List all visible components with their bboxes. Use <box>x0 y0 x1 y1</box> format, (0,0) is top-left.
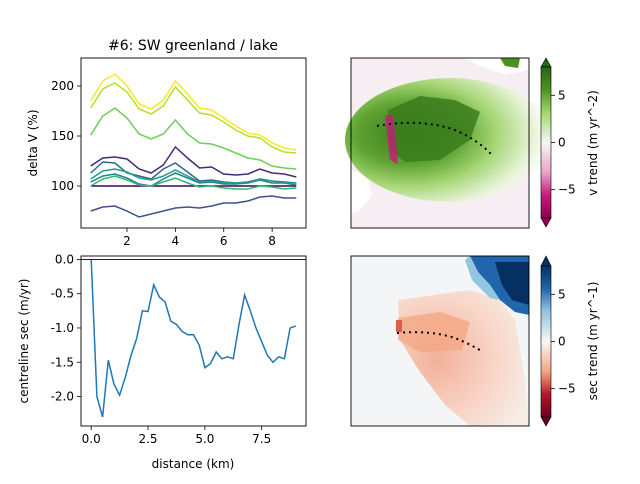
delta-v-series <box>90 73 297 218</box>
map-velocity-trend <box>345 57 555 229</box>
colorbar-sec-label: sec trend (m yr^-1) <box>586 282 600 401</box>
delta-v-xtick-label: 2 <box>123 234 131 248</box>
map-sec-frame <box>350 255 530 427</box>
colorbar-tick-label: 0 <box>558 136 566 150</box>
panel-centreline-sec: 0.0 2.5 5.0 7.5 0.0 -0.5 -1.0 -1.5 -2.0 distanc… <box>17 252 307 471</box>
delta-v-line-2 <box>90 145 297 178</box>
map-v-top-right-green <box>500 58 520 68</box>
delta-v-line-1 <box>90 195 297 218</box>
colorbar-sec-bottom-arrow <box>540 416 552 427</box>
sec-yticks: 0.0 -0.5 -1.0 -1.5 -2.0 <box>51 252 81 404</box>
map-sec-red-edge <box>396 320 402 332</box>
map-sec-trend <box>350 255 530 427</box>
colorbar-tick-label: 5 <box>558 287 566 301</box>
colorbar-v-gradient <box>540 66 552 219</box>
map-v-pink-edge <box>385 115 398 164</box>
delta-v-ylabel: delta V (%) <box>26 110 40 177</box>
sec-ylabel: centreline sec (m/yr) <box>17 279 31 404</box>
sec-ytick-label: -2.0 <box>51 390 74 404</box>
map-sec-light-blue <box>465 256 500 300</box>
panel-delta-v: #6: SW greenland / lake 2 4 6 8 100 150 200 d… <box>26 38 307 248</box>
colorbar-v-ticks: 5 0 −5 <box>551 88 576 197</box>
map-sec-blue-core <box>495 262 529 305</box>
colorbar-tick-label: −5 <box>558 183 576 197</box>
sec-xtick-label: 2.5 <box>138 432 157 446</box>
sec-ytick-label: 0.0 <box>55 252 74 266</box>
delta-v-yticks: 100 150 200 <box>51 79 81 193</box>
colorbar-tick-label: 0 <box>558 335 566 349</box>
sec-xlabel: distance (km) <box>152 457 235 471</box>
sec-ytick-label: -1.5 <box>51 355 74 369</box>
map-sec-centreline <box>396 331 484 353</box>
delta-v-line-4 <box>90 172 297 187</box>
delta-v-line-7 <box>90 107 297 170</box>
delta-v-ytick-label: 100 <box>51 179 74 193</box>
sec-xtick-label: 5.0 <box>195 432 214 446</box>
delta-v-line-6 <box>90 175 297 190</box>
sec-line-0 <box>90 259 297 418</box>
colorbar-v-trend: 5 0 −5 v trend (m yr^-2) <box>540 57 600 228</box>
map-v-frame <box>350 57 530 229</box>
delta-v-xticks: 2 4 6 8 <box>123 228 276 248</box>
map-v-green-core <box>388 96 480 162</box>
map-sec-orange-core <box>398 312 470 352</box>
sec-ytick-label: -1.0 <box>51 321 74 335</box>
delta-v-ytick-label: 150 <box>51 129 74 143</box>
colorbar-v-bottom-arrow <box>540 217 552 228</box>
sec-xticks: 0.0 2.5 5.0 7.5 <box>82 426 271 446</box>
map-v-white-land <box>351 170 372 214</box>
colorbar-tick-label: 5 <box>558 88 566 102</box>
sec-xtick-label: 0.0 <box>82 432 101 446</box>
delta-v-line-5 <box>90 168 297 184</box>
colorbar-sec-top-arrow <box>540 255 552 267</box>
colorbar-sec-gradient <box>540 265 552 418</box>
colorbar-sec-trend: 5 0 −5 sec trend (m yr^-1) <box>540 255 600 427</box>
axes-frame-sec <box>80 255 307 427</box>
delta-v-line-9 <box>90 73 297 151</box>
sec-ytick-label: -0.5 <box>51 287 74 301</box>
colorbar-v-top-arrow <box>540 57 552 68</box>
delta-v-xtick-label: 4 <box>172 234 180 248</box>
colorbar-sec-ticks: 5 0 −5 <box>551 287 576 396</box>
delta-v-line-8 <box>90 82 297 154</box>
delta-v-xtick-label: 8 <box>268 234 276 248</box>
map-v-centreline <box>376 121 493 156</box>
colorbar-v-label: v trend (m yr^-2) <box>586 90 600 196</box>
colorbar-tick-label: −5 <box>558 382 576 396</box>
delta-v-xtick-label: 6 <box>220 234 228 248</box>
axes-frame-delta-v <box>80 57 307 229</box>
sec-xtick-label: 7.5 <box>252 432 271 446</box>
panel-delta-v-title: #6: SW greenland / lake <box>108 38 278 54</box>
sec-series <box>81 259 306 418</box>
delta-v-ytick-label: 200 <box>51 79 74 93</box>
